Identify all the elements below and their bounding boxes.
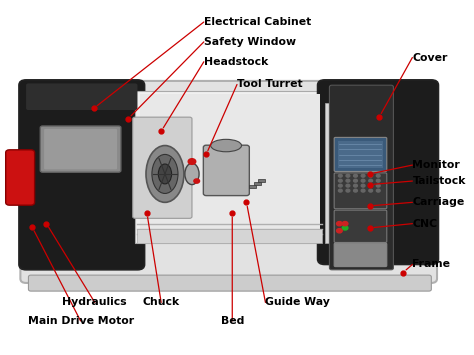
- Circle shape: [346, 174, 350, 177]
- FancyBboxPatch shape: [334, 243, 387, 267]
- Text: CNC: CNC: [412, 219, 438, 229]
- FancyBboxPatch shape: [325, 103, 389, 243]
- Circle shape: [354, 179, 357, 182]
- Circle shape: [342, 226, 348, 230]
- Circle shape: [376, 174, 380, 177]
- FancyBboxPatch shape: [334, 210, 387, 242]
- Circle shape: [354, 174, 357, 177]
- FancyBboxPatch shape: [338, 141, 383, 168]
- FancyBboxPatch shape: [334, 173, 387, 209]
- Ellipse shape: [146, 146, 184, 202]
- Ellipse shape: [210, 139, 241, 152]
- Circle shape: [361, 184, 365, 187]
- Text: Chuck: Chuck: [143, 297, 180, 307]
- Circle shape: [369, 174, 373, 177]
- Ellipse shape: [185, 163, 199, 185]
- Circle shape: [361, 174, 365, 177]
- Ellipse shape: [158, 164, 172, 184]
- FancyBboxPatch shape: [26, 83, 137, 110]
- Circle shape: [354, 189, 357, 192]
- Circle shape: [376, 184, 380, 187]
- Text: Electrical Cabinet: Electrical Cabinet: [204, 17, 311, 27]
- Text: Bed: Bed: [220, 316, 244, 326]
- FancyBboxPatch shape: [44, 129, 117, 169]
- Circle shape: [337, 222, 342, 226]
- Text: Monitor: Monitor: [412, 160, 460, 170]
- FancyBboxPatch shape: [249, 185, 256, 188]
- Circle shape: [338, 184, 342, 187]
- Circle shape: [338, 174, 342, 177]
- Text: Frame: Frame: [412, 260, 450, 269]
- Circle shape: [369, 184, 373, 187]
- Text: Cover: Cover: [412, 53, 448, 62]
- FancyBboxPatch shape: [137, 229, 322, 243]
- Circle shape: [369, 189, 373, 192]
- FancyBboxPatch shape: [28, 275, 431, 291]
- Text: Hydraulics: Hydraulics: [63, 297, 127, 307]
- FancyBboxPatch shape: [20, 81, 437, 283]
- FancyBboxPatch shape: [40, 126, 121, 172]
- Circle shape: [376, 179, 380, 182]
- FancyBboxPatch shape: [318, 80, 438, 264]
- Text: Main Drive Motor: Main Drive Motor: [27, 316, 134, 326]
- Ellipse shape: [152, 154, 178, 193]
- Circle shape: [194, 179, 200, 183]
- FancyBboxPatch shape: [19, 80, 145, 270]
- Circle shape: [337, 229, 342, 233]
- FancyBboxPatch shape: [140, 94, 320, 240]
- Circle shape: [338, 179, 342, 182]
- Circle shape: [369, 179, 373, 182]
- Circle shape: [361, 179, 365, 182]
- Text: Carriage: Carriage: [412, 197, 465, 207]
- Text: Tool Turret: Tool Turret: [237, 80, 302, 89]
- FancyBboxPatch shape: [254, 182, 261, 185]
- FancyBboxPatch shape: [133, 117, 192, 218]
- Text: Guide Way: Guide Way: [265, 297, 330, 307]
- Circle shape: [376, 189, 380, 192]
- FancyBboxPatch shape: [334, 137, 387, 171]
- Circle shape: [188, 159, 196, 164]
- Circle shape: [346, 184, 350, 187]
- Circle shape: [342, 222, 348, 226]
- Text: Tailstock: Tailstock: [412, 176, 466, 186]
- FancyBboxPatch shape: [6, 150, 35, 205]
- Text: Safety Window: Safety Window: [204, 37, 296, 47]
- FancyBboxPatch shape: [135, 91, 325, 243]
- Circle shape: [24, 154, 33, 162]
- Circle shape: [346, 189, 350, 192]
- Circle shape: [361, 189, 365, 192]
- Circle shape: [338, 189, 342, 192]
- Circle shape: [346, 179, 350, 182]
- FancyBboxPatch shape: [258, 179, 265, 182]
- Circle shape: [354, 184, 357, 187]
- FancyBboxPatch shape: [203, 145, 249, 196]
- FancyBboxPatch shape: [329, 85, 393, 270]
- Text: Headstock: Headstock: [204, 57, 268, 67]
